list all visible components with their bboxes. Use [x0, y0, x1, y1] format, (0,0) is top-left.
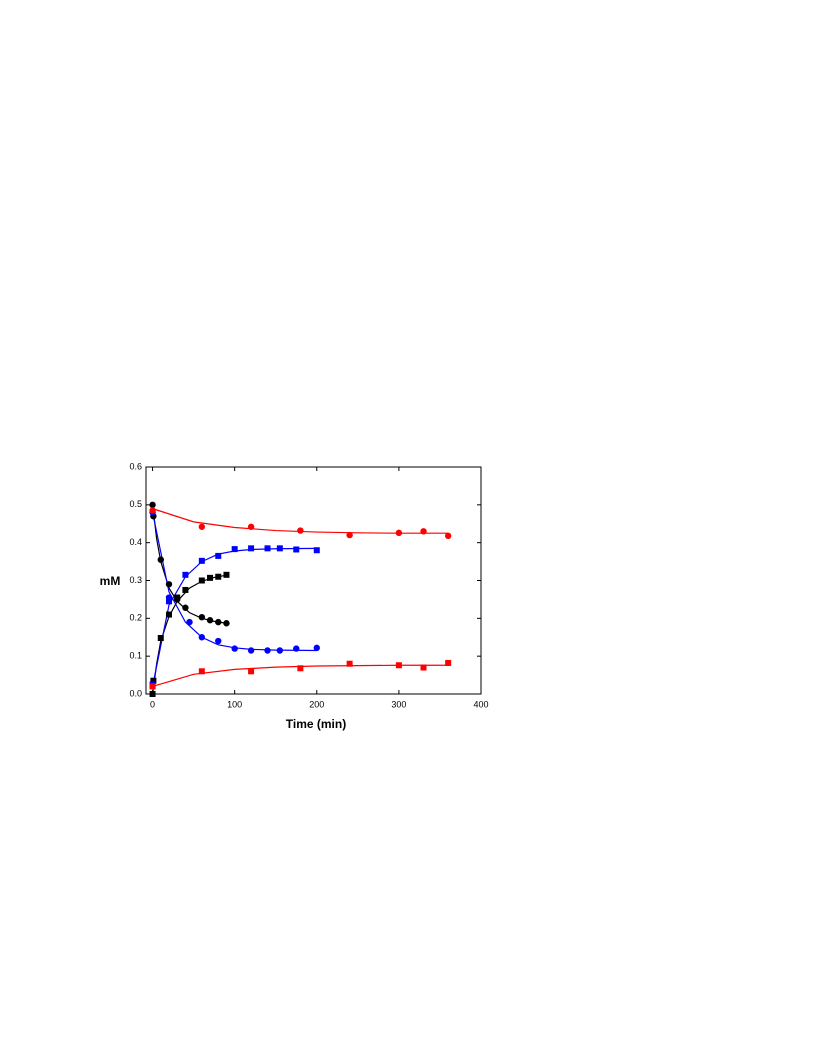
- square-point: [445, 659, 452, 666]
- square-point: [215, 552, 222, 559]
- circle-point: [264, 647, 271, 654]
- x-tick-label: 200: [309, 699, 324, 709]
- square-point: [223, 571, 230, 578]
- square-point: [231, 546, 238, 553]
- square-point: [174, 594, 181, 601]
- x-tick-label: 100: [227, 699, 242, 709]
- square-point: [215, 573, 222, 580]
- square-point: [346, 660, 353, 667]
- square-point: [313, 547, 320, 554]
- circle-point: [198, 634, 206, 641]
- fit-line: [152, 508, 449, 534]
- square-point: [182, 586, 189, 593]
- circle-point: [420, 528, 427, 535]
- square-point: [395, 662, 402, 669]
- square-point: [157, 635, 164, 642]
- circle-point: [215, 637, 222, 645]
- square-point: [297, 665, 304, 672]
- circle-point: [297, 527, 304, 534]
- square-point: [165, 598, 172, 605]
- square-point: [293, 546, 300, 553]
- x-tick-label: 0: [150, 699, 155, 709]
- fit-line: [151, 574, 227, 695]
- circle-point: [444, 532, 452, 540]
- square-point: [276, 545, 283, 552]
- y-tick-label: 0.3: [129, 575, 142, 585]
- fit-line: [151, 512, 317, 652]
- x-tick-label: 400: [473, 699, 488, 709]
- square-point: [149, 691, 156, 697]
- plot-frame: [145, 466, 482, 695]
- circle-point: [149, 507, 156, 514]
- y-tick-label: 0.4: [129, 537, 142, 547]
- square-point: [149, 683, 156, 690]
- square-point: [198, 577, 205, 584]
- square-point: [248, 545, 255, 552]
- circle-point: [231, 645, 238, 652]
- circle-point: [276, 647, 284, 654]
- circle-point: [395, 529, 403, 537]
- circle-point: [165, 581, 173, 588]
- square-point: [248, 668, 255, 675]
- circle-point: [157, 556, 164, 563]
- x-tick-label: 300: [391, 699, 406, 709]
- y-tick-label: 0.2: [129, 613, 142, 623]
- square-point: [420, 664, 427, 671]
- circle-point: [247, 523, 255, 530]
- circle-point: [215, 618, 222, 626]
- circle-point: [186, 618, 193, 626]
- circle-point: [293, 645, 300, 652]
- circle-point: [313, 644, 320, 652]
- y-tick-label: 0.6: [129, 461, 142, 471]
- circle-point: [247, 647, 255, 654]
- circle-point: [223, 620, 230, 627]
- y-tick-label: 0.0: [129, 688, 142, 698]
- fit-line: [151, 547, 317, 687]
- y-axis-label: mM: [100, 574, 121, 588]
- square-point: [165, 611, 172, 618]
- circle-point: [198, 523, 206, 530]
- square-point: [264, 545, 271, 552]
- square-point: [198, 557, 205, 564]
- square-point: [207, 574, 214, 581]
- y-tick-label: 0.5: [129, 499, 142, 509]
- x-axis-label: Time (min): [286, 717, 346, 731]
- y-tick-label: 0.1: [129, 651, 142, 661]
- circle-point: [198, 613, 206, 621]
- circle-point: [182, 604, 189, 611]
- circle-point: [149, 501, 156, 509]
- square-point: [150, 677, 157, 684]
- square-point: [198, 668, 205, 675]
- square-point: [182, 571, 189, 578]
- circle-point: [346, 531, 353, 539]
- circle-point: [206, 617, 214, 624]
